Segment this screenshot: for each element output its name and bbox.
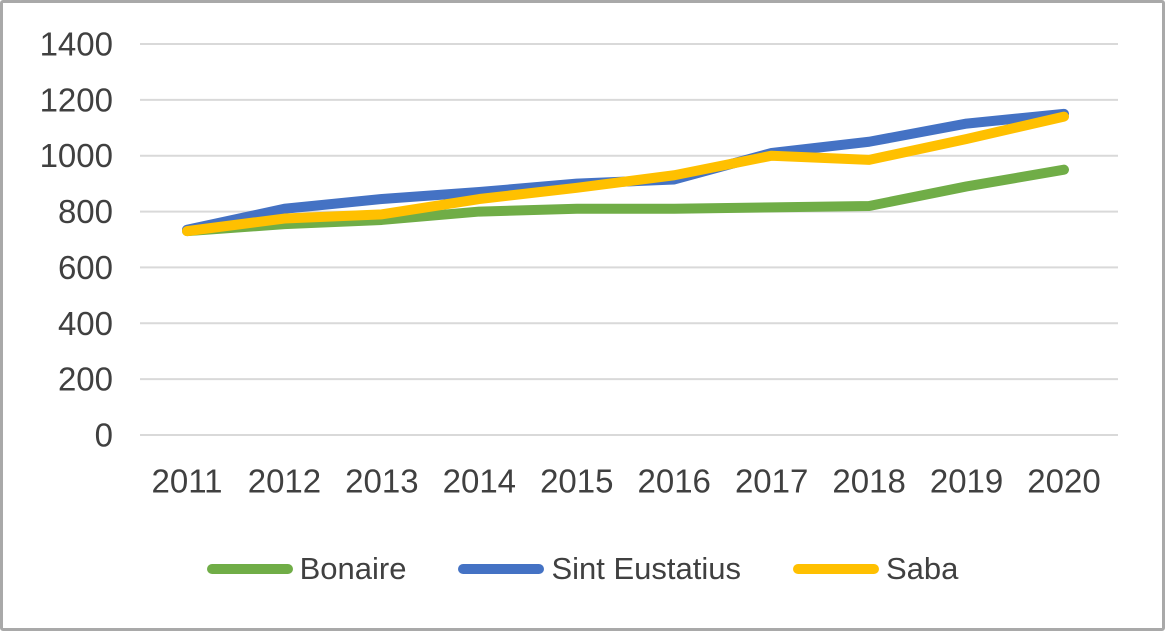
series-line-saba: [182, 111, 1069, 237]
legend-swatch-icon: [793, 564, 879, 574]
x-axis-tick-label: 2017: [735, 463, 808, 500]
x-axis-tick-label: 2011: [152, 463, 223, 500]
y-axis-tick-label: 1200: [40, 81, 113, 118]
legend-swatch-icon: [206, 564, 293, 574]
y-axis-tick-label: 800: [58, 193, 113, 230]
legend-item-sint-eustatius: Sint Eustatius: [458, 551, 741, 587]
legend-item-bonaire: Bonaire: [206, 551, 407, 587]
legend-label: Sint Eustatius: [551, 551, 741, 586]
x-axis-tick-label: 2015: [540, 463, 613, 500]
x-axis-tick-label: 2013: [345, 463, 418, 500]
series-line-bonaire: [182, 164, 1069, 237]
chart-legend: Bonaire Sint Eustatius Saba: [0, 551, 1165, 587]
legend-label: Saba: [886, 551, 959, 586]
legend-swatch-icon: [458, 564, 545, 574]
y-axis-tick-label: 1000: [40, 137, 113, 174]
legend-label: Bonaire: [299, 551, 407, 586]
y-axis-tick-label: 600: [58, 249, 113, 286]
x-axis-tick-label: 2018: [832, 463, 905, 500]
y-axis-tick-label: 1400: [40, 26, 113, 63]
y-axis-tick-label: 400: [58, 305, 113, 342]
y-axis-tick-label: 200: [58, 361, 113, 398]
x-axis-tick-label: 2016: [638, 463, 711, 500]
x-axis-tick-label: 2012: [248, 463, 321, 500]
y-axis-tick-label: 0: [95, 417, 113, 454]
x-axis-tick-label: 2020: [1027, 463, 1100, 500]
legend-item-saba: Saba: [793, 551, 958, 587]
x-axis-tick-label: 2019: [930, 463, 1003, 500]
x-axis-tick-label: 2014: [443, 463, 516, 500]
